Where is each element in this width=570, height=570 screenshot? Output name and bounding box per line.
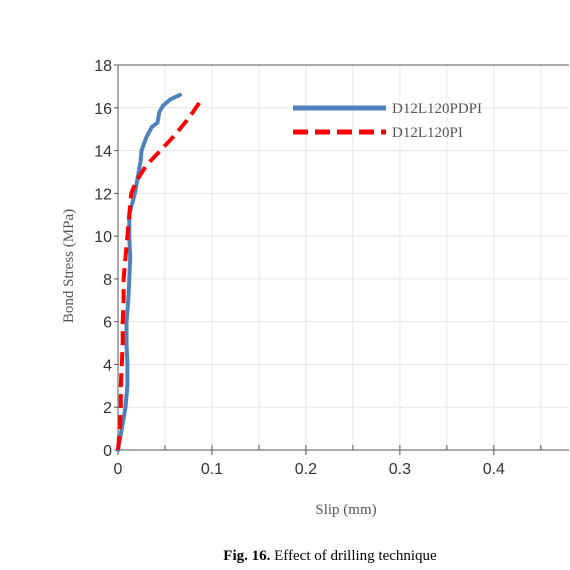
y-tick-label: 18 bbox=[94, 58, 112, 75]
figure-caption-text: Effect of drilling technique bbox=[274, 548, 437, 564]
y-tick-label: 14 bbox=[94, 144, 112, 161]
series-line-d12l120pi bbox=[116, 96, 205, 451]
figure-caption-label: Fig. 16. bbox=[223, 548, 271, 564]
y-tick-label: 8 bbox=[103, 272, 112, 289]
y-tick-label: 4 bbox=[103, 357, 112, 374]
x-tick-label: 0.1 bbox=[201, 461, 223, 478]
legend: D12L120PDPI D12L120PI bbox=[293, 101, 482, 141]
y-tick-label: 16 bbox=[94, 101, 112, 118]
x-tick-label: 0.2 bbox=[295, 461, 317, 478]
axes bbox=[114, 64, 569, 455]
y-tick-label: 0 bbox=[103, 443, 112, 460]
y-tick-label: 2 bbox=[103, 400, 112, 417]
y-axis-title: Bond Stress (MPa) bbox=[61, 209, 77, 323]
tick-labels: 0 2 4 6 8 10 12 14 16 18 0 0.1 0.2 0.3 0.4 bbox=[94, 58, 505, 478]
x-axis-title: Slip (mm) bbox=[315, 502, 376, 518]
y-tick-label: 12 bbox=[94, 186, 112, 203]
chart-svg: 0 2 4 6 8 10 12 14 16 18 0 0.1 0.2 0.3 0.4 D12L120PDPI… bbox=[61, 58, 569, 518]
series-lines bbox=[116, 92, 205, 452]
x-tick-label: 0 bbox=[114, 461, 123, 478]
figure-caption: Fig. 16. Effect of drilling technique bbox=[0, 548, 570, 565]
legend-label: D12L120PI bbox=[392, 125, 463, 141]
grid-lines bbox=[118, 64, 569, 451]
x-tick-label: 0.4 bbox=[483, 461, 505, 478]
y-tick-label: 6 bbox=[103, 315, 112, 332]
y-tick-label: 10 bbox=[94, 229, 112, 246]
legend-label: D12L120PDPI bbox=[392, 101, 482, 117]
x-tick-label: 0.3 bbox=[389, 461, 411, 478]
series-line-d12l120pdpi bbox=[116, 92, 182, 452]
